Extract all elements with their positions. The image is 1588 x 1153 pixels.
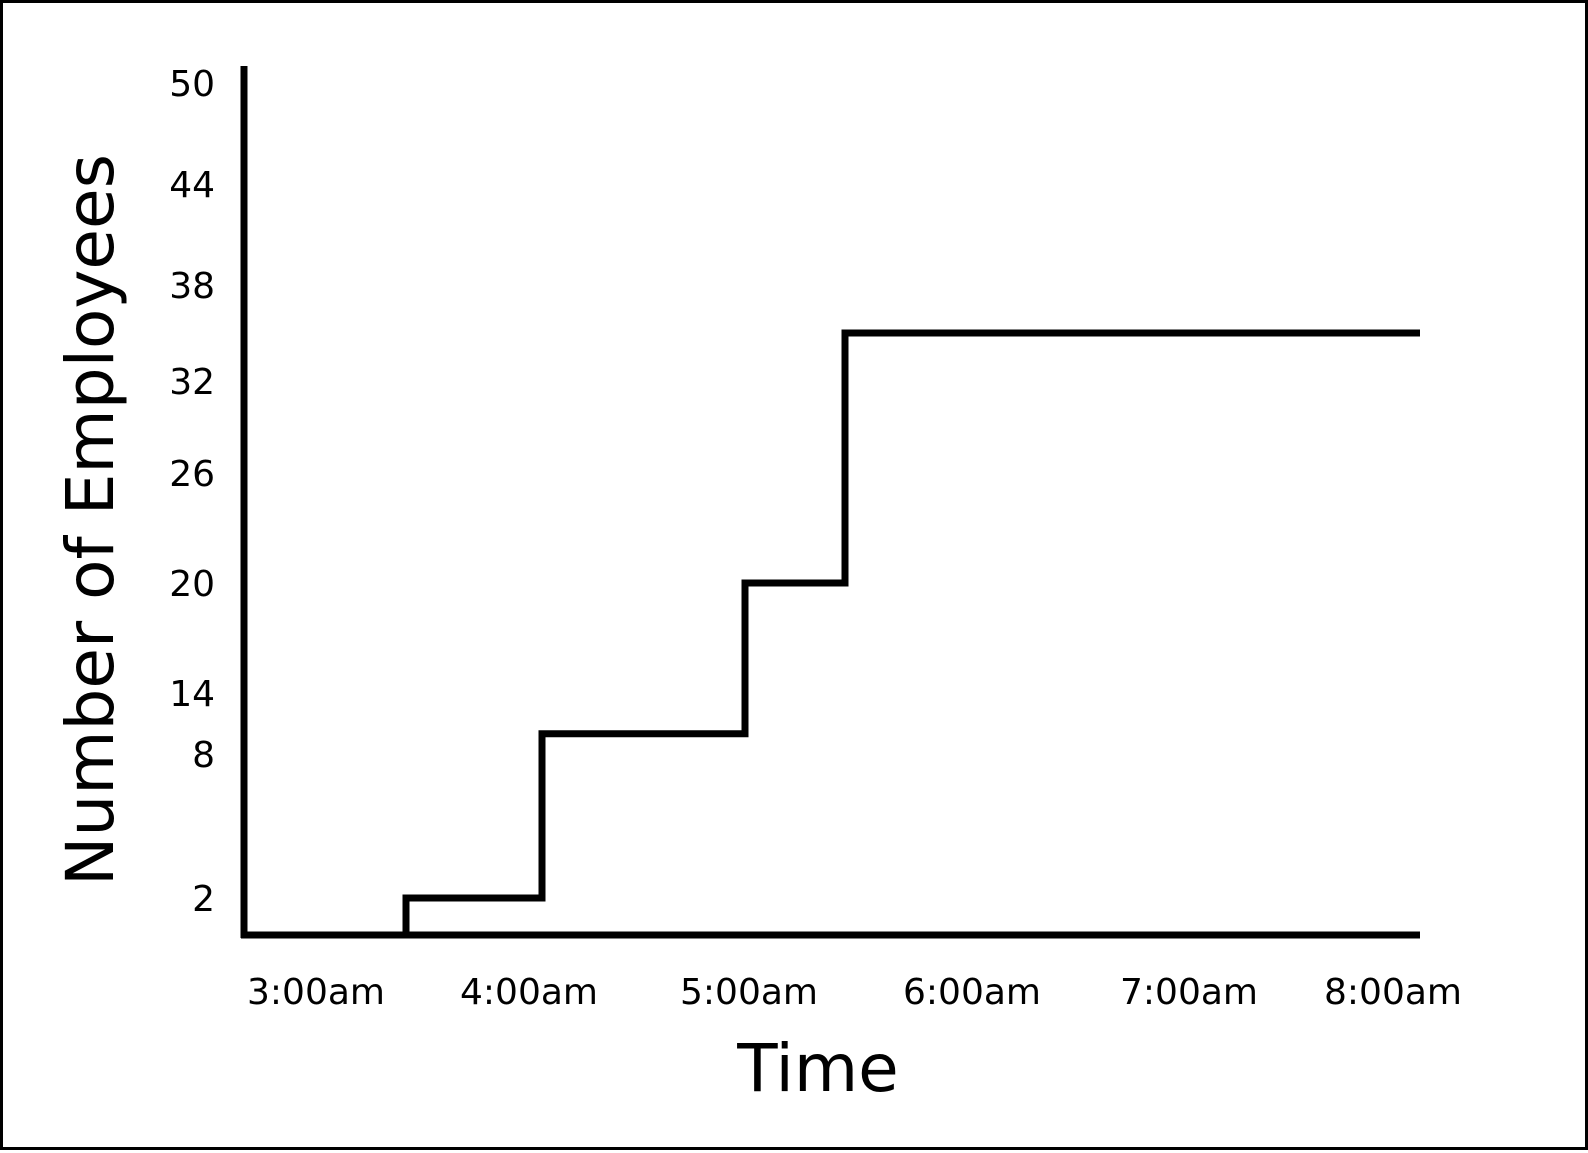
x-tick-label: 6:00am xyxy=(903,972,1041,1013)
axes xyxy=(240,66,1420,939)
y-tick-label: 26 xyxy=(169,454,215,495)
series-group xyxy=(244,329,1420,939)
y-tick-label: 8 xyxy=(192,735,215,776)
y-tick-label: 38 xyxy=(169,266,215,307)
x-tick-label: 8:00am xyxy=(1324,972,1462,1013)
y-tick-label: 2 xyxy=(192,879,215,920)
x-tick-label: 3:00am xyxy=(247,972,385,1013)
x-tick-label: 4:00am xyxy=(460,972,598,1013)
y-tick-label: 50 xyxy=(169,64,215,105)
y-tick-label: 44 xyxy=(169,165,215,206)
y-tick-label: 32 xyxy=(169,362,215,403)
x-tick-label: 5:00am xyxy=(680,972,818,1013)
y-axis-title: Number of Employees xyxy=(52,154,129,886)
x-tick-labels: 3:00am 4:00am 5:00am 6:00am 7:00am 8:00am xyxy=(247,972,1462,1013)
y-tick-label: 14 xyxy=(169,674,215,715)
series-line xyxy=(244,329,1420,939)
chart-svg: 2 8 14 20 26 32 38 44 50 3:00am 4:00am 5:00am 6:00a… xyxy=(52,64,1462,1107)
y-tick-labels: 2 8 14 20 26 32 38 44 50 xyxy=(169,64,215,920)
x-axis-title: Time xyxy=(736,1030,899,1107)
x-tick-label: 7:00am xyxy=(1120,972,1258,1013)
y-tick-label: 20 xyxy=(169,564,215,605)
